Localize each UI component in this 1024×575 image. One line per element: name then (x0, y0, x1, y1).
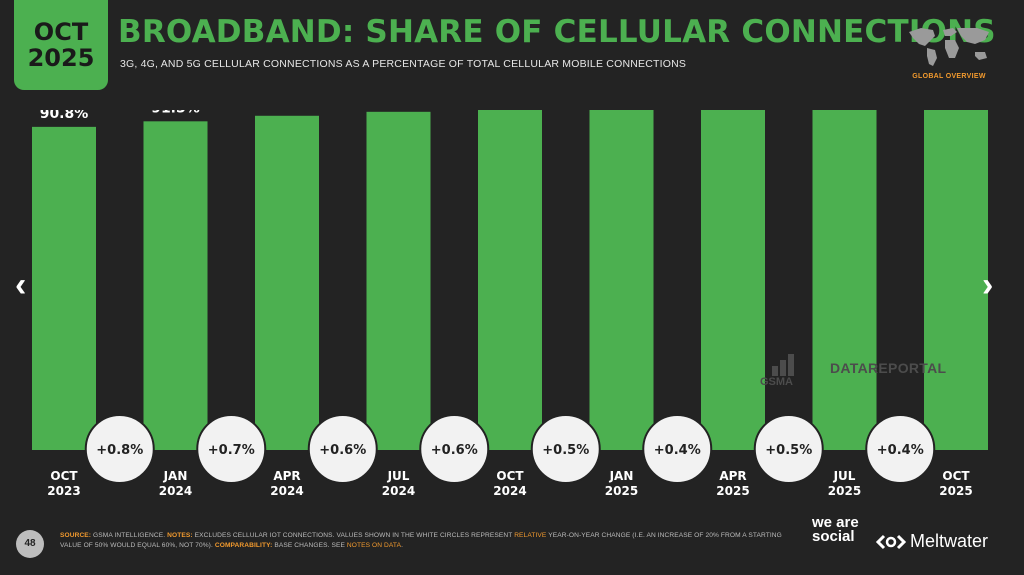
bar-value-label: 90.8% (40, 110, 89, 122)
badge-year: 2025 (27, 44, 95, 72)
yoy-change-circle (753, 414, 824, 484)
x-tick-label-month: OCT (496, 469, 524, 483)
meltwater-icon (876, 534, 906, 549)
yoy-change-label: +0.6% (319, 443, 366, 458)
yoy-change-circle (642, 414, 713, 484)
x-tick-label-month: JUL (833, 469, 856, 483)
footer-notes: SOURCE: GSMA INTELLIGENCE. NOTES: EXCLUD… (60, 531, 790, 551)
yoy-change-label: +0.4% (877, 443, 924, 458)
bar (589, 110, 654, 450)
bar-value-label: 92.2% (263, 110, 312, 111)
x-tick-label-month: OCT (50, 469, 78, 483)
page-subtitle: 3G, 4G, AND 5G CELLULAR CONNECTIONS AS A… (120, 58, 687, 70)
x-tick-label-month: JUL (387, 469, 410, 483)
yoy-change-circle (419, 414, 490, 484)
x-tick-label-year: 2024 (382, 484, 415, 498)
bar (143, 121, 208, 450)
bar-chart: 90.8%OCT202391.5%JAN202492.2%APR202492.7… (32, 110, 988, 498)
page-number: 48 (16, 530, 44, 558)
yoy-change-label: +0.6% (431, 443, 478, 458)
global-overview-label: GLOBAL OVERVIEW (912, 73, 986, 80)
yoy-change-label: +0.4% (654, 443, 701, 458)
bar (32, 126, 96, 450)
bar (366, 111, 431, 450)
yoy-change-circle (307, 414, 378, 484)
x-tick-label-year: 2024 (493, 484, 526, 498)
chevron-right-icon[interactable]: › (982, 266, 994, 304)
notes-on-data-link[interactable]: NOTES ON DATA (346, 542, 402, 549)
x-tick-label-year: 2024 (159, 484, 192, 498)
bar (812, 110, 877, 450)
source-text: GSMA INTELLIGENCE. (93, 532, 166, 539)
source-label: SOURCE: (60, 532, 92, 539)
yoy-change-label: +0.7% (208, 443, 255, 458)
x-tick-label-month: JAN (609, 469, 634, 483)
meltwater-text: Meltwater (910, 531, 989, 551)
x-tick-label-month: APR (273, 469, 300, 483)
yoy-change-circle (865, 414, 936, 484)
bar-value-label: 91.5% (151, 110, 200, 116)
world-map-icon (909, 28, 989, 66)
notes-text: EXCLUDES CELLULAR IOT CONNECTIONS. VALUE… (194, 532, 513, 539)
yoy-change-circle (196, 414, 267, 484)
comparability-label: COMPARABILITY: (214, 542, 273, 549)
notes-text-2: YEAR-ON-YEAR CHANGE (I.E. AN INCREASE OF… (60, 532, 782, 549)
comparability-end: . (401, 542, 404, 549)
x-tick-label-month: OCT (942, 469, 970, 483)
datareportal-text: DATAREPORTAL (830, 360, 947, 376)
bar (701, 110, 765, 450)
we-are-social-logo: we are social (812, 514, 859, 545)
x-tick-label-year: 2023 (47, 484, 80, 498)
x-tick-label-month: JAN (163, 469, 188, 483)
comparability-text: BASE CHANGES. SEE (274, 542, 345, 549)
yoy-change-label: +0.5% (542, 443, 589, 458)
x-tick-label-year: 2025 (939, 484, 972, 498)
yoy-change-label: +0.8% (96, 443, 143, 458)
yoy-change-label: +0.5% (765, 443, 812, 458)
badge-month: OCT (33, 18, 89, 46)
x-tick-label-year: 2025 (716, 484, 749, 498)
gsma-logo-icon (772, 354, 794, 376)
date-badge: OCT 2025 (14, 0, 108, 90)
meltwater-logo: Meltwater (876, 531, 988, 552)
bar (255, 115, 319, 450)
bar (924, 110, 988, 451)
x-tick-label-year: 2025 (828, 484, 861, 498)
yoy-change-circle (530, 414, 601, 484)
notes-label: NOTES: (167, 532, 193, 539)
page-title: BROADBAND: SHARE OF CELLULAR CONNECTIONS (118, 14, 996, 50)
yoy-change-circle (84, 414, 155, 484)
chevron-left-icon[interactable]: ‹ (15, 266, 27, 304)
gsma-text: GSMA (760, 376, 793, 388)
x-tick-label-year: 2024 (270, 484, 303, 498)
notes-relative: RELATIVE (514, 532, 547, 539)
bar (478, 110, 542, 451)
x-tick-label-year: 2025 (605, 484, 638, 498)
x-tick-label-month: APR (719, 469, 746, 483)
